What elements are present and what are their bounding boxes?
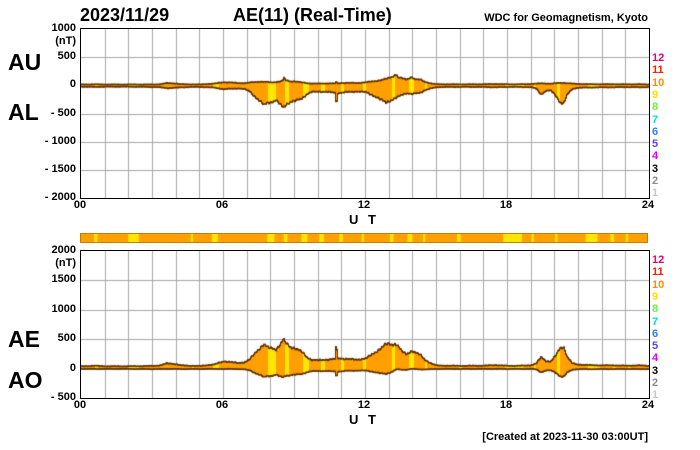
x-axis-title-top: U T bbox=[349, 212, 379, 227]
xtick-top-18: 18 bbox=[499, 199, 513, 211]
legend-count-1: 1 bbox=[652, 389, 659, 402]
xtick-top-06: 06 bbox=[215, 199, 229, 211]
organization-label: WDC for Geomagnetism, Kyoto bbox=[484, 12, 648, 24]
xtick-bottom-24: 24 bbox=[641, 399, 655, 411]
legend-count-6: 6 bbox=[652, 125, 659, 138]
ytick-top-1000: 1000 bbox=[51, 22, 76, 34]
legend-count-2: 2 bbox=[652, 377, 659, 389]
legend-count-5: 5 bbox=[652, 340, 659, 353]
legend-count-7: 7 bbox=[652, 113, 659, 126]
legend-count-3: 3 bbox=[652, 162, 659, 175]
ytick-top--2000: - 2000 bbox=[44, 191, 76, 203]
ytick-top--1500: - 1500 bbox=[44, 162, 76, 175]
legend-count-11: 11 bbox=[652, 266, 664, 279]
xtick-top-12: 12 bbox=[357, 199, 371, 211]
legend-count-6: 6 bbox=[652, 327, 659, 340]
ytick-bottom-500: 500 bbox=[57, 332, 76, 345]
legend-count-2: 2 bbox=[652, 175, 659, 187]
au-al-plot-canvas bbox=[80, 28, 650, 199]
ytick-bottom-1000: 1000 bbox=[51, 302, 76, 315]
legend-count-9: 9 bbox=[652, 290, 659, 303]
ytick-top-500: 500 bbox=[57, 50, 76, 63]
ytick-top--500: - 500 bbox=[50, 106, 76, 119]
y-axis-unit-bottom: (nT) bbox=[55, 257, 76, 269]
legend-count-12: 12 bbox=[652, 52, 665, 64]
xtick-bottom-06: 06 bbox=[215, 399, 229, 411]
legend-count-7: 7 bbox=[652, 315, 659, 328]
legend-count-8: 8 bbox=[652, 101, 659, 114]
xtick-bottom-00: 00 bbox=[73, 399, 87, 411]
legend-count-10: 10 bbox=[652, 278, 665, 291]
legend-count-4: 4 bbox=[652, 150, 659, 163]
ae-ao-plot-canvas bbox=[80, 250, 650, 399]
plot-date: 2023/11/29 bbox=[80, 5, 170, 25]
legend-count-11: 11 bbox=[652, 64, 664, 77]
legend-count-1: 1 bbox=[652, 187, 659, 200]
ytick-bottom-0: 0 bbox=[69, 361, 76, 374]
plot-title: AE(11) (Real-Time) bbox=[233, 5, 392, 25]
ytick-top--1000: - 1000 bbox=[44, 134, 76, 147]
xtick-top-24: 24 bbox=[641, 199, 655, 211]
xtick-top-00: 00 bbox=[73, 199, 87, 211]
legend-count-3: 3 bbox=[652, 364, 659, 377]
ytick-top-0: 0 bbox=[69, 78, 76, 91]
station-count-bar bbox=[80, 233, 648, 243]
created-timestamp: [Created at 2023-11-30 03:00UT] bbox=[482, 431, 648, 443]
xtick-bottom-12: 12 bbox=[357, 399, 371, 411]
ao-axis-label: AO bbox=[8, 367, 43, 393]
x-axis-title-bottom: U T bbox=[349, 412, 379, 427]
legend-count-10: 10 bbox=[652, 76, 665, 89]
legend-count-8: 8 bbox=[652, 303, 659, 316]
ytick-bottom-1500: 1500 bbox=[51, 273, 76, 286]
ytick-bottom-2000: 2000 bbox=[51, 244, 76, 256]
xtick-bottom-18: 18 bbox=[499, 399, 513, 411]
al-axis-label: AL bbox=[8, 99, 39, 125]
legend-count-12: 12 bbox=[652, 254, 665, 266]
ae-axis-label: AE bbox=[8, 326, 40, 352]
legend-count-4: 4 bbox=[652, 352, 659, 365]
y-axis-unit-top: (nT) bbox=[55, 35, 76, 47]
au-axis-label: AU bbox=[8, 49, 42, 75]
ytick-bottom--500: - 500 bbox=[50, 391, 76, 403]
legend-count-5: 5 bbox=[652, 138, 659, 151]
legend-count-9: 9 bbox=[652, 88, 659, 101]
